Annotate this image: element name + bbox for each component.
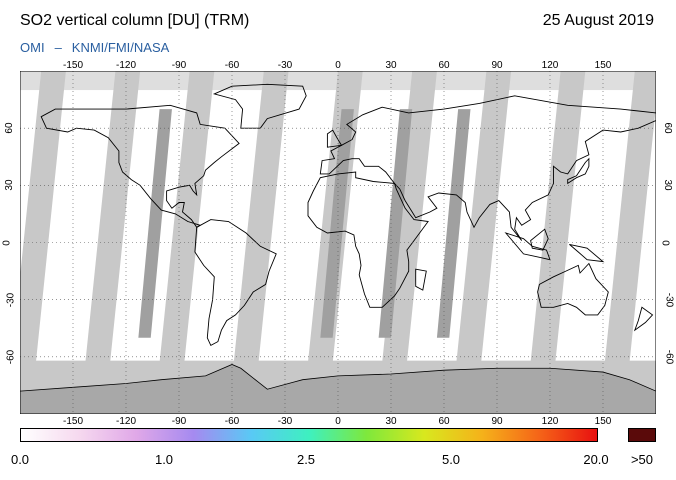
coastline-australia bbox=[537, 262, 609, 316]
lon-tick-label: -150 bbox=[62, 416, 84, 427]
date-label: 25 August 2019 bbox=[542, 12, 654, 29]
lon-tick-label: 60 bbox=[438, 416, 450, 427]
colorbar-label: >50 bbox=[630, 452, 654, 467]
lat-tick-label: 0 bbox=[1, 239, 13, 246]
lat-tick-label: -60 bbox=[5, 349, 17, 365]
lon-tick-label: 120 bbox=[541, 60, 559, 71]
lon-tick-label: 30 bbox=[385, 416, 397, 427]
lon-tick-label: -60 bbox=[224, 60, 240, 71]
coastline-greenland bbox=[212, 83, 307, 129]
coastline-new-guinea bbox=[569, 243, 605, 263]
antarctica bbox=[20, 364, 656, 414]
lon-tick-label: 120 bbox=[541, 416, 559, 427]
orbit-swath bbox=[80, 71, 141, 414]
lon-tick-label: 150 bbox=[594, 60, 612, 71]
lon-tick-label: -90 bbox=[171, 416, 187, 427]
lon-tick-label: -120 bbox=[115, 60, 137, 71]
lat-tick-label: 0 bbox=[659, 239, 671, 246]
credit-instrument: OMI bbox=[20, 40, 45, 55]
coastline-africa bbox=[307, 171, 429, 308]
orbit-swath bbox=[451, 71, 512, 414]
lon-tick-label: -150 bbox=[62, 60, 84, 71]
orbit-swath bbox=[228, 71, 289, 414]
coastline-japan bbox=[567, 157, 590, 185]
lon-tick-label: -30 bbox=[277, 416, 293, 427]
lat-tick-label: -30 bbox=[663, 292, 675, 307]
coastline-uk bbox=[326, 129, 343, 148]
coastline-north-america bbox=[40, 104, 240, 228]
map-panel: -150 -150 -120 -120 -90 -90 -60 -60 -30 -30 0 0 30 30… bbox=[1, 60, 674, 427]
colorbar-label: 5.0 bbox=[441, 452, 461, 467]
overlap-swath bbox=[436, 109, 471, 338]
coastline-madagascar bbox=[415, 268, 427, 291]
credit-separator: – bbox=[54, 40, 62, 55]
coastline-borneo bbox=[530, 228, 549, 251]
lon-tick-label: -30 bbox=[277, 60, 293, 71]
orbit-swath bbox=[525, 71, 586, 414]
coastline-eurasia bbox=[319, 95, 656, 241]
lon-tick-label: 90 bbox=[491, 60, 503, 71]
credit-institutions: KNMI/FMI/NASA bbox=[71, 40, 170, 55]
overlap-swath bbox=[320, 109, 354, 338]
overlap-swath bbox=[378, 109, 413, 338]
orbit-swath bbox=[599, 71, 656, 414]
lat-tick-label: 60 bbox=[662, 122, 674, 134]
colorbar-label: 20.0 bbox=[583, 452, 609, 467]
coastline-south-america bbox=[194, 219, 277, 347]
lat-tick-label: -30 bbox=[5, 292, 17, 307]
colorbar bbox=[20, 428, 598, 442]
lat-tick-label: 60 bbox=[4, 122, 16, 134]
lon-tick-label: 150 bbox=[594, 416, 612, 427]
lon-tick-label: 60 bbox=[438, 60, 450, 71]
coastlines bbox=[40, 83, 656, 347]
overlap-swath bbox=[138, 109, 172, 338]
lat-tick-label: -60 bbox=[663, 349, 675, 365]
orbit-swath bbox=[20, 71, 66, 414]
lat-tick-label: 30 bbox=[4, 179, 16, 191]
lat-tick-label: 30 bbox=[662, 179, 674, 191]
page-title: SO2 vertical column [DU] (TRM) bbox=[20, 12, 250, 29]
credit-line: OMI – KNMI/FMI/NASA bbox=[20, 40, 169, 55]
colorbar-label: 2.5 bbox=[296, 452, 316, 467]
lon-tick-label: -60 bbox=[224, 416, 240, 427]
lon-tick-label: 30 bbox=[385, 60, 397, 71]
colorbar-label: 0.0 bbox=[10, 452, 30, 467]
lon-tick-label: 0 bbox=[335, 416, 341, 427]
world-map bbox=[20, 71, 656, 414]
lon-tick-label: 90 bbox=[491, 416, 503, 427]
lon-tick-label: -120 bbox=[115, 416, 137, 427]
colorbar-label: 1.0 bbox=[154, 452, 174, 467]
colorbar-overflow bbox=[628, 428, 656, 442]
coastline-new-zealand bbox=[633, 306, 654, 332]
lon-tick-label: -90 bbox=[171, 60, 187, 71]
lon-tick-label: 0 bbox=[335, 60, 341, 71]
coastline-indonesia bbox=[504, 232, 551, 261]
